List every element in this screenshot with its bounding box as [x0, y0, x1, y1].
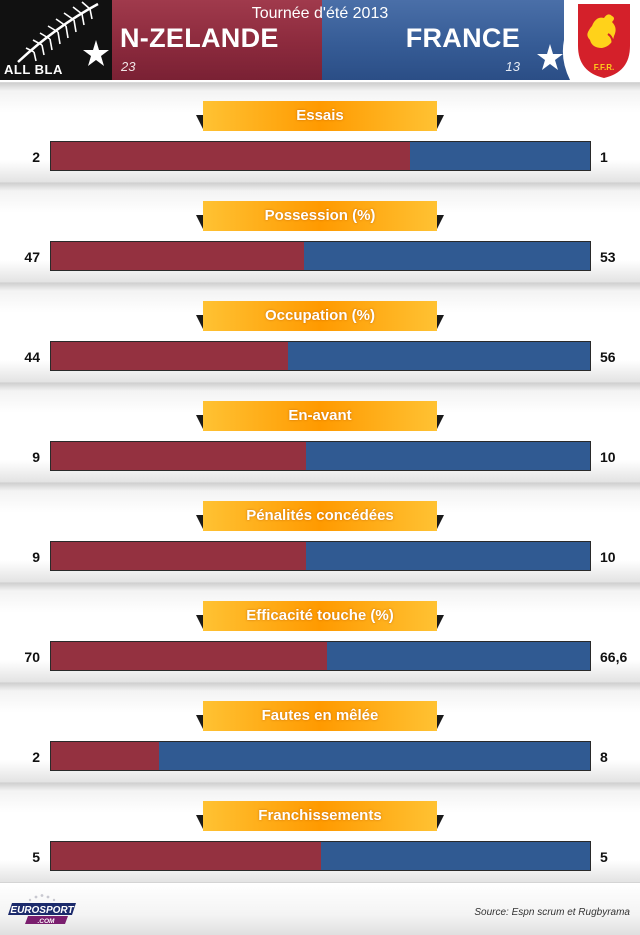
home-value-label: 2 [32, 749, 40, 765]
all-blacks-logo-text: ALL BLA [4, 62, 63, 77]
home-bar-segment [51, 242, 304, 270]
ribbon-fold-left [196, 415, 204, 431]
home-team-score: 23 [121, 59, 136, 74]
stats-chart: Essais 2 1 Possession (%) 47 53 Occupation (%)… [0, 82, 640, 882]
away-bar-segment [288, 342, 590, 370]
eurosport-logo-text: EUROSPORT [10, 905, 74, 916]
ribbon-fold-left [196, 215, 204, 231]
home-bar-segment [51, 342, 288, 370]
stat-panel: Occupation (%) 44 56 [0, 282, 640, 382]
away-bar-segment [306, 442, 590, 470]
stat-label: En-avant [203, 401, 437, 431]
home-value-label: 5 [32, 849, 40, 865]
all-blacks-logo: ALL BLA [0, 0, 112, 80]
away-value-label: 56 [600, 349, 616, 365]
away-bar-segment [159, 742, 590, 770]
ribbon-fold-right [436, 715, 444, 731]
stat-label-ribbon: Efficacité touche (%) [196, 601, 444, 633]
stat-label: Fautes en mêlée [203, 701, 437, 731]
home-value-label: 47 [24, 249, 40, 265]
home-value-label: 2 [32, 149, 40, 165]
home-bar-segment [51, 442, 306, 470]
ribbon-fold-right [436, 415, 444, 431]
event-title: Tournée d'été 2013 [251, 5, 389, 22]
stat-panel: Possession (%) 47 53 [0, 182, 640, 282]
ribbon-fold-left [196, 515, 204, 531]
stat-label: Franchissements [203, 801, 437, 831]
silver-fern-icon [17, 1, 109, 66]
ribbon-fold-right [436, 315, 444, 331]
home-bar-segment [51, 742, 159, 770]
home-bar-segment [51, 542, 306, 570]
stat-panel: Franchissements 5 5 [0, 782, 640, 882]
ffr-logo: F.F.R. [530, 0, 640, 80]
stat-panel: Efficacité touche (%) 70 66,6 [0, 582, 640, 682]
stat-label-ribbon: Pénalités concédées [196, 501, 444, 533]
stat-label-ribbon: Fautes en mêlée [196, 701, 444, 733]
footer: EUROSPORT .COM Source: Espn scrum et Rug… [0, 882, 640, 935]
ribbon-fold-right [436, 215, 444, 231]
away-value-label: 5 [600, 849, 608, 865]
stat-panel: Pénalités concédées 9 10 [0, 482, 640, 582]
comparison-bar [50, 741, 591, 771]
stat-label-ribbon: En-avant [196, 401, 444, 433]
home-bar-segment [51, 642, 327, 670]
comparison-bar [50, 841, 591, 871]
home-value-label: 70 [24, 649, 40, 665]
home-team-name: N-ZELANDE [120, 23, 279, 53]
stat-label-ribbon: Possession (%) [196, 201, 444, 233]
comparison-bar [50, 241, 591, 271]
away-value-label: 10 [600, 549, 616, 565]
stat-panel: Essais 2 1 [0, 82, 640, 182]
ribbon-fold-left [196, 615, 204, 631]
ribbon-fold-left [196, 315, 204, 331]
away-bar-segment [410, 142, 590, 170]
ribbon-fold-left [196, 715, 204, 731]
away-team-score: 13 [505, 59, 520, 74]
ribbon-fold-right [436, 115, 444, 131]
stat-label: Occupation (%) [203, 301, 437, 331]
stat-panel: En-avant 9 10 [0, 382, 640, 482]
ribbon-fold-right [436, 615, 444, 631]
stars-icon [28, 894, 56, 902]
stat-label-ribbon: Franchissements [196, 801, 444, 833]
home-bar-segment [51, 142, 410, 170]
comparison-bar [50, 341, 591, 371]
ribbon-fold-left [196, 815, 204, 831]
away-value-label: 8 [600, 749, 608, 765]
away-team-name: FRANCE [405, 23, 520, 53]
ribbon-fold-left [196, 115, 204, 131]
away-value-label: 1 [600, 149, 608, 165]
home-bar-segment [51, 842, 321, 870]
eurosport-logo: EUROSPORT .COM [8, 894, 76, 925]
comparison-bar [50, 441, 591, 471]
away-value-label: 66,6 [600, 649, 628, 665]
ribbon-fold-right [436, 815, 444, 831]
source-note: Source: Espn scrum et Rugbyrama [474, 907, 630, 918]
home-value-label: 9 [32, 549, 40, 565]
stat-panel: Fautes en mêlée 2 8 [0, 682, 640, 782]
away-value-label: 10 [600, 449, 616, 465]
away-bar-segment [321, 842, 590, 870]
comparison-bar [50, 641, 591, 671]
ffr-logo-text: F.F.R. [594, 63, 614, 72]
home-value-label: 44 [24, 349, 40, 365]
comparison-bar [50, 141, 591, 171]
away-bar-segment [327, 642, 590, 670]
rooster-crest-icon: F.F.R. [537, 0, 640, 80]
ribbon-fold-right [436, 515, 444, 531]
home-value-label: 9 [32, 449, 40, 465]
stat-label-ribbon: Occupation (%) [196, 301, 444, 333]
stat-label: Essais [203, 101, 437, 131]
away-bar-segment [306, 542, 590, 570]
comparison-bar [50, 541, 591, 571]
away-bar-segment [304, 242, 590, 270]
away-value-label: 53 [600, 249, 616, 265]
match-header: ALL BLA F.F.R. Tournée d'été 2013 N-ZELA… [0, 0, 640, 80]
stat-label: Possession (%) [203, 201, 437, 231]
stat-label: Efficacité touche (%) [203, 601, 437, 631]
stat-label-ribbon: Essais [196, 101, 444, 133]
stat-label: Pénalités concédées [203, 501, 437, 531]
eurosport-logo-subtext: .COM [38, 918, 56, 925]
